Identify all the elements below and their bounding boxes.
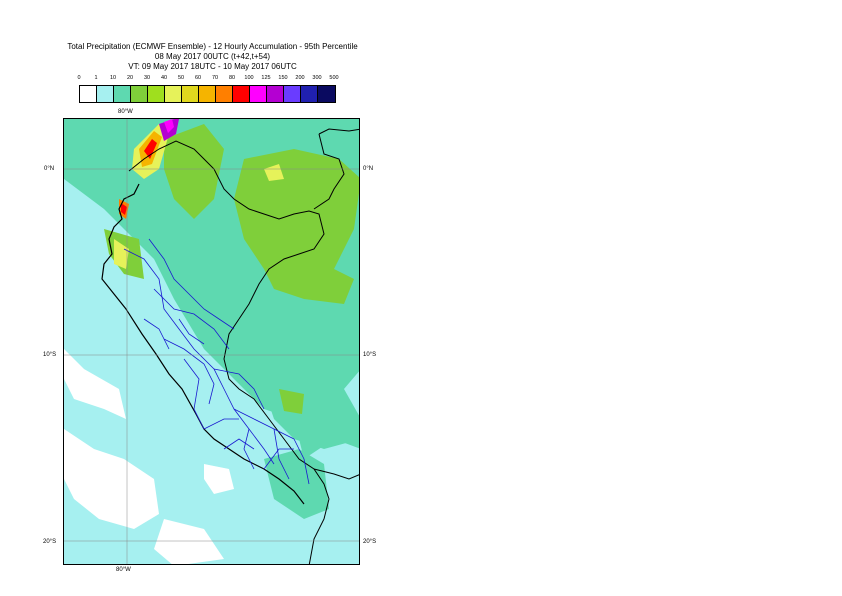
legend-label: 10 — [109, 75, 117, 81]
regional-borders — [123, 238, 310, 485]
lat-label-10-left: 10°S — [43, 352, 57, 358]
lat-label-0-right: 0°N — [363, 166, 374, 172]
legend-swatch — [250, 86, 267, 102]
precipitation-map — [63, 118, 360, 565]
legend-label: 500 — [329, 75, 339, 81]
legend-swatch — [233, 86, 250, 102]
legend-label: 80 — [228, 75, 236, 81]
legend-swatch — [131, 86, 148, 102]
legend-label: 150 — [278, 75, 288, 81]
precip-field-green-5 — [279, 389, 304, 414]
map-title: Total Precipitation (ECMWF Ensemble) - 1… — [67, 42, 358, 51]
ocean-white-4 — [204, 464, 234, 494]
legend-swatch — [199, 86, 216, 102]
legend-label: 0 — [77, 75, 81, 81]
legend-label: 40 — [160, 75, 168, 81]
precip-field-green-2 — [164, 124, 224, 219]
legend-label: 20 — [126, 75, 134, 81]
legend-swatch — [267, 86, 284, 102]
color-legend: 0 1 10 20 30 40 50 60 70 80 100 125 150 200 300 500 — [76, 75, 346, 103]
map-title-block: Total Precipitation (ECMWF Ensemble) - 1… — [0, 42, 425, 72]
lat-label-20-left: 20°S — [43, 539, 57, 545]
border-peru-brazil-bolivia — [223, 318, 330, 564]
precip-core-magenta — [164, 119, 174, 133]
ocean-white-3 — [154, 519, 224, 564]
legend-bar — [79, 85, 336, 103]
lat-label-20-right: 20°S — [363, 539, 377, 545]
legend-label: 125 — [261, 75, 271, 81]
border-colombia-venezuela — [313, 133, 345, 210]
map-canvas — [64, 119, 359, 564]
legend-label: 300 — [312, 75, 322, 81]
legend-swatch — [284, 86, 301, 102]
base-time: 08 May 2017 00UTC (t+42,t+54) — [154, 52, 271, 61]
legend-swatch — [182, 86, 199, 102]
legend-label: 100 — [244, 75, 254, 81]
legend-swatch — [80, 86, 97, 102]
legend-label: 200 — [295, 75, 305, 81]
precip-field-medium-2 — [254, 359, 359, 449]
coastline — [101, 183, 305, 505]
lat-label-10-right: 10°S — [363, 352, 377, 358]
border-bolivia-brazil — [313, 468, 359, 480]
legend-label: 1 — [94, 75, 98, 81]
precip-core-red-1 — [144, 139, 157, 159]
legend-swatch — [301, 86, 318, 102]
legend-swatch — [165, 86, 182, 102]
precip-field-green-3 — [264, 259, 354, 304]
precip-field-medium-3 — [264, 449, 329, 519]
precip-core-yellow-2 — [114, 239, 129, 269]
precip-field-green-1 — [234, 149, 359, 284]
legend-label: 60 — [194, 75, 202, 81]
legend-swatch — [318, 86, 335, 102]
legend-label: 30 — [143, 75, 151, 81]
lat-label-0-left: 0°N — [44, 166, 55, 172]
legend-swatch — [97, 86, 114, 102]
lon-label-bottom: 80°W — [116, 567, 131, 573]
legend-label: 70 — [211, 75, 219, 81]
border-colombia-north — [318, 128, 359, 135]
valid-time: VT: 09 May 2017 18UTC - 10 May 2017 06UT… — [128, 62, 297, 71]
ocean-white-2 — [64, 429, 159, 529]
legend-swatch — [148, 86, 165, 102]
ocean-white-1 — [64, 349, 126, 419]
lon-label-top: 80°W — [118, 109, 133, 115]
precip-core-yellow-3 — [264, 164, 284, 181]
legend-label: 50 — [177, 75, 185, 81]
legend-swatch — [216, 86, 233, 102]
border-ecuador-peru-colombia — [128, 140, 325, 320]
legend-labels: 0 1 10 20 30 40 50 60 70 80 100 125 150 200 300 500 — [76, 75, 346, 84]
legend-swatch — [114, 86, 131, 102]
precip-core-red-2 — [121, 203, 127, 215]
